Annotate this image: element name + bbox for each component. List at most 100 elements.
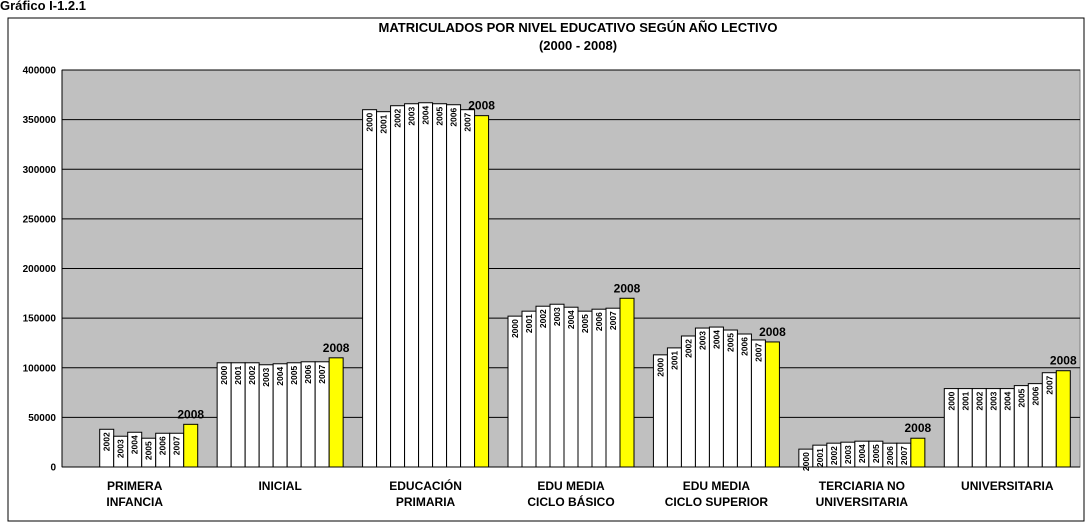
data-label: 2002 (974, 391, 984, 410)
data-label: 2001 (669, 351, 679, 370)
bar (577, 310, 593, 468)
data-label: 2005 (725, 333, 735, 352)
data-label: 2005 (580, 314, 590, 333)
x-tick-label: TERCIARIA NO (819, 479, 905, 493)
x-tick-label: UNIVERSITARIA (961, 479, 1054, 493)
data-label: 2003 (261, 368, 271, 387)
bar (446, 104, 462, 468)
data-label: 2000 (801, 452, 811, 471)
data-label: 2001 (233, 366, 243, 385)
data-label: 2005 (289, 366, 299, 385)
data-label: 2008 (614, 281, 641, 295)
data-label: 2001 (815, 448, 825, 467)
bar (418, 102, 434, 468)
data-label: 2006 (885, 446, 895, 465)
data-label: 2008 (905, 421, 932, 435)
x-tick-label: EDU MEDIA (683, 479, 751, 493)
chart-title: MATRICULADOS POR NIVEL EDUCATIVO SEGÚN A… (379, 20, 778, 35)
x-tick-label: PRIMERA (107, 479, 163, 493)
bar (328, 357, 344, 468)
x-tick-label: PRIMARIA (396, 495, 456, 509)
data-label: 2005 (871, 444, 881, 463)
x-tick-label: UNIVERSITARIA (816, 495, 909, 509)
bar (910, 437, 926, 468)
data-label: 2008 (759, 325, 786, 339)
bar (183, 423, 199, 468)
bar (764, 341, 780, 468)
bar (432, 103, 448, 468)
data-label: 2000 (655, 358, 665, 377)
bar (549, 303, 565, 468)
y-tick-label: 50000 (28, 413, 56, 424)
bar (591, 308, 607, 468)
data-label: 2004 (566, 310, 576, 329)
y-tick-label: 400000 (23, 66, 57, 77)
data-label: 2005 (144, 441, 154, 460)
x-tick-label: CICLO SUPERIOR (665, 495, 769, 509)
data-label: 2007 (753, 343, 763, 362)
data-label: 2004 (711, 330, 721, 349)
data-label: 2005 (1016, 388, 1026, 407)
data-label: 2002 (538, 309, 548, 328)
data-label: 2002 (683, 339, 693, 358)
x-tick-label: EDUCACIÓN (389, 478, 462, 493)
x-tick-label: CICLO BÁSICO (527, 494, 614, 509)
bar (460, 109, 476, 468)
bar (474, 115, 490, 468)
data-label: 2002 (393, 108, 403, 127)
data-label: 2007 (463, 112, 473, 131)
bar (376, 111, 392, 468)
x-tick-label: INFANCIA (106, 495, 163, 509)
data-label: 2003 (552, 307, 562, 326)
data-label: 2003 (988, 391, 998, 410)
data-label: 2008 (177, 407, 204, 421)
data-label: 2000 (219, 366, 229, 385)
data-label: 2004 (275, 367, 285, 386)
data-label: 2003 (843, 445, 853, 464)
data-label: 2000 (510, 319, 520, 338)
data-label: 2006 (303, 365, 313, 384)
y-tick-label: 300000 (23, 165, 57, 176)
data-label: 2008 (1050, 354, 1077, 368)
data-label: 2003 (697, 331, 707, 350)
x-tick-label: INICIAL (258, 479, 301, 493)
data-label: 2006 (1030, 386, 1040, 405)
bar (563, 306, 579, 468)
y-tick-label: 350000 (23, 115, 57, 126)
data-label: 2006 (449, 107, 459, 126)
data-label: 2004 (1002, 391, 1012, 410)
data-label: 2003 (407, 106, 417, 125)
chart-subtitle: (2000 - 2008) (539, 38, 617, 53)
data-label: 2006 (594, 312, 604, 331)
data-label: 2000 (946, 391, 956, 410)
data-label: 2001 (379, 114, 389, 133)
bar (404, 103, 420, 468)
data-label: 2006 (158, 436, 168, 455)
data-label: 2007 (172, 436, 182, 455)
data-label: 2000 (365, 112, 375, 131)
y-tick-label: 250000 (23, 214, 57, 225)
bar (535, 305, 551, 468)
bar (619, 297, 635, 468)
data-label: 2004 (421, 105, 431, 124)
bar (362, 109, 378, 468)
bar (521, 310, 537, 468)
x-tick-label: EDU MEDIA (537, 479, 605, 493)
data-label: 2008 (323, 341, 350, 355)
data-label: 2007 (317, 365, 327, 384)
data-label: 2001 (960, 391, 970, 410)
y-tick-label: 0 (50, 463, 56, 474)
y-tick-label: 150000 (23, 314, 57, 325)
data-label: 2001 (524, 314, 534, 333)
y-tick-label: 100000 (23, 363, 57, 374)
data-label: 2002 (247, 366, 257, 385)
data-label: 2007 (1044, 375, 1054, 394)
data-label: 2002 (102, 432, 112, 451)
data-label: 2006 (739, 337, 749, 356)
caption: Gráfico I-1.2.1 (0, 0, 86, 13)
y-tick-label: 200000 (23, 264, 57, 275)
data-label: 2007 (899, 446, 909, 465)
data-label: 2007 (608, 311, 618, 330)
data-label: 2004 (857, 444, 867, 463)
